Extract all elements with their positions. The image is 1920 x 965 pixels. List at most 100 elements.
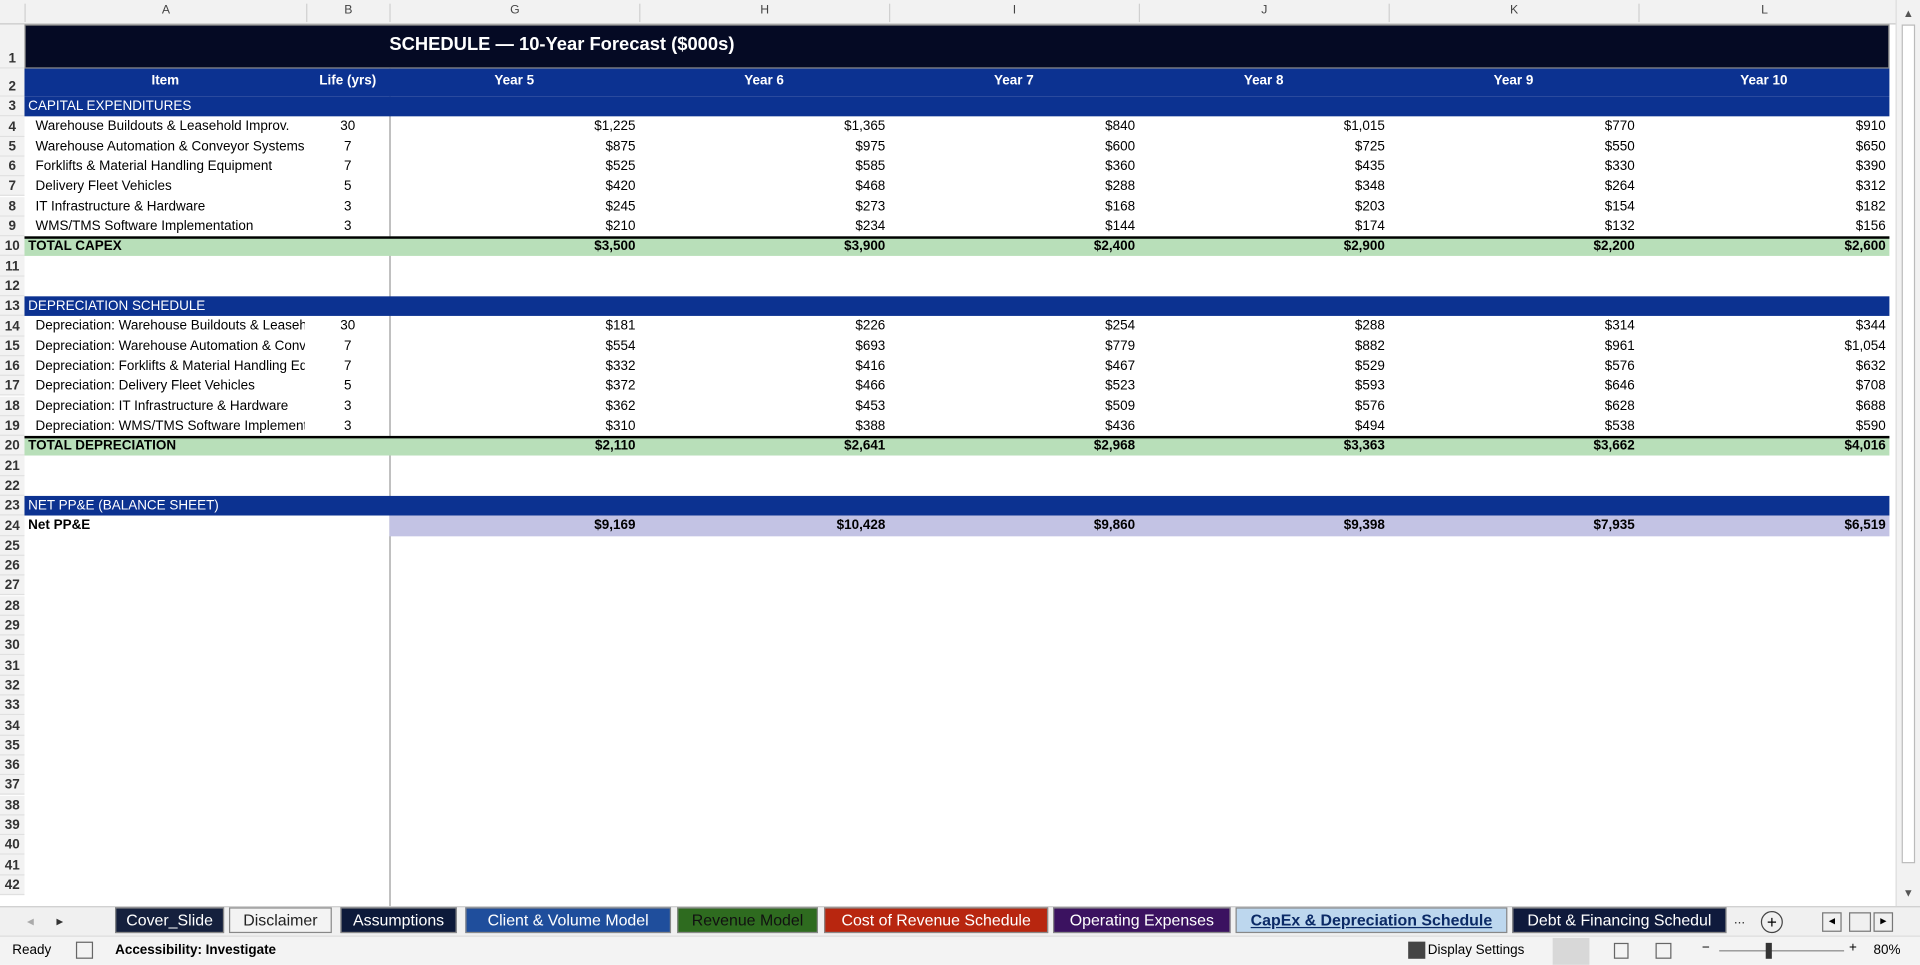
- row-number[interactable]: 29: [0, 615, 25, 636]
- row-number[interactable]: 7: [0, 176, 25, 197]
- useful-life: 5: [344, 378, 352, 394]
- row-number[interactable]: 5: [0, 136, 25, 157]
- row-number[interactable]: 37: [0, 775, 25, 796]
- vertical-scrollbar[interactable]: ▲ ▼: [1895, 0, 1920, 907]
- sheet-left[interactable]: ◂: [1822, 912, 1842, 932]
- row-number[interactable]: 42: [0, 875, 25, 896]
- row-number[interactable]: 3: [0, 96, 25, 117]
- row-number[interactable]: 31: [0, 655, 25, 676]
- row-number[interactable]: 27: [0, 575, 25, 596]
- cell-value: $593: [1354, 378, 1385, 394]
- total-value: $9,860: [1093, 518, 1136, 534]
- row-number[interactable]: 40: [0, 835, 25, 856]
- zoom-out[interactable]: −: [1702, 940, 1710, 956]
- row-number[interactable]: 2: [0, 68, 25, 97]
- line-item: Depreciation: IT Infrastructure & Hardwa…: [35, 398, 289, 414]
- sheet-right[interactable]: ▸: [1873, 912, 1894, 932]
- line-item: Depreciation: Delivery Fleet Vehicles: [35, 378, 255, 394]
- column-letter[interactable]: H: [639, 3, 889, 23]
- row-number[interactable]: 4: [0, 116, 25, 137]
- row-number[interactable]: 1: [0, 24, 25, 69]
- useful-life: 3: [344, 418, 352, 434]
- row-number[interactable]: 22: [0, 475, 25, 496]
- row-number[interactable]: 36: [0, 755, 25, 776]
- row-number[interactable]: 11: [0, 256, 25, 277]
- row-number[interactable]: 28: [0, 595, 25, 616]
- row-number[interactable]: 33: [0, 695, 25, 716]
- row-number[interactable]: 14: [0, 316, 25, 337]
- column-letter[interactable]: G: [389, 3, 639, 23]
- scroll-up[interactable]: ▲: [1902, 7, 1914, 20]
- column-letter[interactable]: K: [1388, 3, 1639, 23]
- more-tabs[interactable]: ...: [1733, 912, 1746, 927]
- sheet-tab[interactable]: Assumptions: [340, 907, 457, 934]
- row-number[interactable]: 10: [0, 236, 25, 257]
- sheet-tab[interactable]: Operating Expenses: [1053, 907, 1231, 934]
- cell-value: $840: [1105, 119, 1136, 134]
- zoom-thumb[interactable]: [1765, 942, 1772, 959]
- row-number[interactable]: 21: [0, 455, 25, 476]
- sheet-box[interactable]: [1848, 912, 1872, 932]
- display-settings[interactable]: Display Settings: [1427, 942, 1525, 958]
- row-number[interactable]: 34: [0, 715, 25, 736]
- row-number[interactable]: 6: [0, 156, 25, 177]
- row-number[interactable]: 24: [0, 515, 25, 536]
- row-number[interactable]: 41: [0, 855, 25, 876]
- display-icon: [1408, 941, 1426, 959]
- row-number[interactable]: 9: [0, 216, 25, 237]
- sheet-tab[interactable]: Client & Volume Model: [465, 907, 672, 934]
- column-letter[interactable]: B: [306, 3, 389, 23]
- tab-prev[interactable]: ◂: [26, 914, 34, 930]
- cell-value: $550: [1604, 139, 1635, 154]
- line-item: IT Infrastructure & Hardware: [35, 198, 206, 214]
- scroll-down[interactable]: ▼: [1902, 886, 1914, 899]
- add-sheet[interactable]: +: [1760, 911, 1783, 934]
- cell-value: $436: [1105, 418, 1136, 434]
- zoom-in[interactable]: +: [1848, 940, 1857, 956]
- sheet-tab[interactable]: Cost of Revenue Schedule: [824, 907, 1049, 934]
- row-number[interactable]: 25: [0, 535, 25, 556]
- cell-value: $688: [1855, 398, 1886, 414]
- row-number[interactable]: 39: [0, 815, 25, 836]
- zoom-level[interactable]: 80%: [1873, 942, 1901, 958]
- cell-value: $390: [1855, 159, 1886, 174]
- row-number[interactable]: 13: [0, 296, 25, 317]
- normal-view[interactable]: [1552, 937, 1590, 965]
- row-number[interactable]: 30: [0, 635, 25, 656]
- section-band: [24, 296, 1890, 317]
- accessibility-status[interactable]: Accessibility: Investigate: [115, 942, 277, 958]
- column-letter[interactable]: I: [888, 3, 1139, 23]
- row-number[interactable]: 15: [0, 336, 25, 357]
- row-number[interactable]: 16: [0, 356, 25, 377]
- row-number[interactable]: 12: [0, 276, 25, 297]
- row-number[interactable]: 17: [0, 376, 25, 397]
- column-letter[interactable]: A: [24, 3, 306, 23]
- row-number[interactable]: 35: [0, 735, 25, 756]
- cell-value: $168: [1105, 198, 1136, 214]
- sheet-tab[interactable]: Revenue Model: [677, 907, 818, 934]
- row-number[interactable]: 26: [0, 555, 25, 576]
- row-number[interactable]: 19: [0, 416, 25, 437]
- row-number[interactable]: 32: [0, 675, 25, 696]
- column-letter[interactable]: J: [1138, 3, 1389, 23]
- sheet-tab[interactable]: Disclaimer: [228, 907, 332, 934]
- column-letter[interactable]: L: [1638, 3, 1889, 23]
- row-number[interactable]: 18: [0, 396, 25, 417]
- page-layout-view[interactable]: [1613, 942, 1629, 959]
- row-number[interactable]: 8: [0, 196, 25, 217]
- tab-next[interactable]: ▸: [56, 914, 64, 930]
- row-number[interactable]: 23: [0, 495, 25, 516]
- sheet-tab[interactable]: Cover_Slide: [115, 907, 225, 934]
- cell-value: $538: [1604, 418, 1635, 434]
- scroll-thumb[interactable]: [1901, 24, 1916, 864]
- cell-value: $779: [1105, 338, 1136, 354]
- cell-value: $453: [855, 398, 886, 414]
- row-number[interactable]: 38: [0, 795, 25, 816]
- sheet-tab[interactable]: Debt & Financing Schedul: [1512, 907, 1727, 934]
- sheet-tab[interactable]: CapEx & Depreciation Schedule: [1235, 907, 1508, 934]
- page-break-view[interactable]: [1655, 942, 1672, 959]
- row-number[interactable]: 20: [0, 436, 25, 456]
- macro-icon[interactable]: [75, 941, 94, 959]
- cell-value: $288: [1105, 179, 1136, 194]
- cell-value: $708: [1855, 378, 1886, 394]
